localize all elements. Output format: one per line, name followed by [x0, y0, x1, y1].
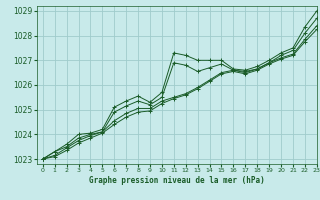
X-axis label: Graphe pression niveau de la mer (hPa): Graphe pression niveau de la mer (hPa) [89, 176, 265, 185]
